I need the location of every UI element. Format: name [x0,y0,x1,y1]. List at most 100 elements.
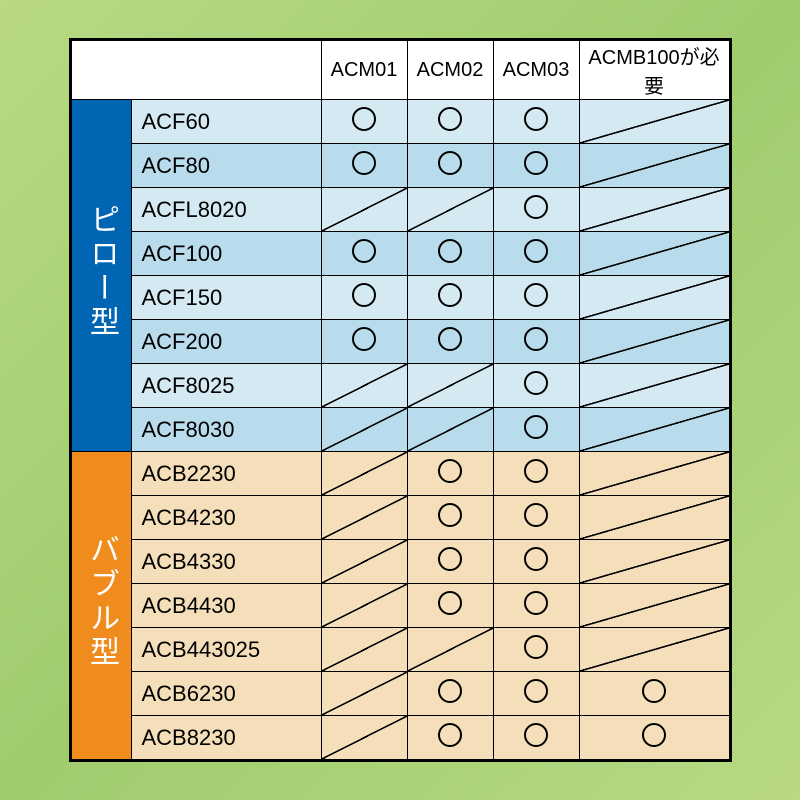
data-cell [407,628,493,672]
data-cell [321,144,407,188]
data-cell [579,716,729,760]
table-row: ACB443025 [71,628,729,672]
col-header-acm03: ACM03 [493,41,579,100]
data-cell [407,716,493,760]
data-cell [579,188,729,232]
data-cell [407,100,493,144]
circle-icon [524,679,548,703]
slash-icon [322,628,407,671]
data-cell [321,188,407,232]
circle-icon [438,151,462,175]
col-header-acmb100: ACMB100が必要 [579,41,729,100]
circle-icon [438,283,462,307]
circle-icon [352,107,376,131]
circle-icon [524,723,548,747]
product-name: ACB6230 [131,672,321,716]
slash-icon [322,716,407,759]
circle-icon [438,723,462,747]
product-name: ACB443025 [131,628,321,672]
circle-icon [352,327,376,351]
slash-icon [322,364,407,407]
data-cell [579,144,729,188]
slash-icon [580,496,729,539]
circle-icon [642,679,666,703]
header-blank [71,41,321,100]
slash-icon [580,408,729,451]
circle-icon [438,459,462,483]
table-row: ACB4230 [71,496,729,540]
group-label: ピロー型 [71,100,131,452]
data-cell [493,276,579,320]
slash-icon [580,144,729,187]
data-cell [493,364,579,408]
circle-icon [524,195,548,219]
slash-icon [580,584,729,627]
table-row: ピロー型ACF60 [71,100,729,144]
slash-icon [408,408,493,451]
circle-icon [524,547,548,571]
data-cell [579,628,729,672]
circle-icon [524,107,548,131]
data-cell [407,320,493,364]
data-cell [407,672,493,716]
circle-icon [438,679,462,703]
table-row: ACF150 [71,276,729,320]
circle-icon [524,635,548,659]
data-cell [407,496,493,540]
slash-icon [408,188,493,231]
slash-icon [580,628,729,671]
data-cell [493,540,579,584]
data-cell [493,188,579,232]
product-name: ACF8030 [131,408,321,452]
data-cell [321,584,407,628]
data-cell [407,540,493,584]
slash-icon [322,188,407,231]
data-cell [493,672,579,716]
table-row: ACB4330 [71,540,729,584]
table-row: ACB4430 [71,584,729,628]
data-cell [579,540,729,584]
data-cell [493,716,579,760]
data-cell [321,672,407,716]
circle-icon [438,239,462,263]
header-row: ACM01 ACM02 ACM03 ACMB100が必要 [71,41,729,100]
circle-icon [524,151,548,175]
data-cell [579,672,729,716]
data-cell [407,408,493,452]
group-label-text: バブル型 [79,534,123,670]
data-cell [493,320,579,364]
col-header-acm02: ACM02 [407,41,493,100]
data-cell [407,584,493,628]
data-cell [493,584,579,628]
slash-icon [580,276,729,319]
product-name: ACFL8020 [131,188,321,232]
table-row: ACF200 [71,320,729,364]
group-label: バブル型 [71,452,131,760]
data-cell [493,496,579,540]
circle-icon [524,415,548,439]
data-cell [321,320,407,364]
table-row: ACB8230 [71,716,729,760]
circle-icon [524,327,548,351]
data-cell [493,452,579,496]
group-label-text: ピロー型 [79,204,123,340]
slash-icon [580,452,729,495]
table-row: ACF80 [71,144,729,188]
slash-icon [322,540,407,583]
data-cell [579,364,729,408]
circle-icon [524,239,548,263]
data-cell [321,364,407,408]
circle-icon [438,327,462,351]
slash-icon [408,364,493,407]
slash-icon [322,496,407,539]
table-row: ACF100 [71,232,729,276]
slash-icon [408,628,493,671]
data-cell [407,364,493,408]
data-cell [493,408,579,452]
data-cell [321,452,407,496]
slash-icon [580,320,729,363]
product-name: ACB4330 [131,540,321,584]
data-cell [579,496,729,540]
data-cell [321,716,407,760]
slash-icon [580,188,729,231]
